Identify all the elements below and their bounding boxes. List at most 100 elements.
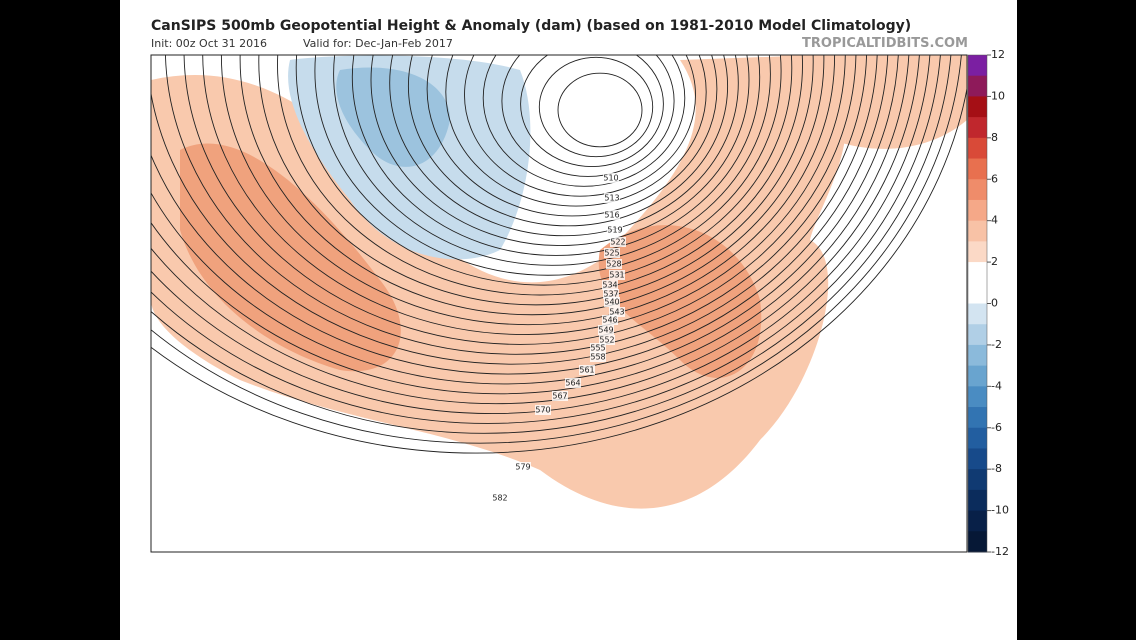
- contour-label: 549: [598, 326, 613, 335]
- contour-line: [314, 55, 782, 276]
- colorbar-tick-label: -2: [991, 338, 1002, 351]
- contour-label: 519: [607, 226, 622, 235]
- positive-anomaly: [780, 55, 967, 149]
- colorbar-segment: [968, 324, 987, 346]
- positive-anomaly-strong: [180, 143, 401, 372]
- colorbar-tick-label: -12: [991, 545, 1009, 558]
- contour-label-bg: [604, 210, 620, 220]
- contour-label-bg: [602, 315, 618, 325]
- contour-line: [351, 55, 761, 256]
- contour-line: [151, 55, 931, 414]
- colorbar-segment: [968, 531, 987, 553]
- colorbar-segment: [968, 220, 987, 242]
- valid-time: Valid for: Dec-Jan-Feb 2017: [303, 37, 453, 50]
- map-figure: CanSIPS 500mb Geopotential Height & Anom…: [150, 18, 1009, 558]
- contour-label-bg: [579, 365, 595, 375]
- contour-line: [151, 55, 952, 434]
- contour-label: 561: [579, 366, 594, 375]
- colorbar-tick-label: 8: [991, 131, 998, 144]
- contour-label: 513: [604, 194, 619, 203]
- contour-line: [151, 85, 967, 454]
- colorbar-segment: [968, 365, 987, 387]
- colorbar-tick-label: -4: [991, 379, 1002, 392]
- colorbar-segment: [968, 427, 987, 449]
- contour-label: 552: [599, 336, 614, 345]
- colorbar-segment: [968, 137, 987, 160]
- contour-line: [464, 55, 696, 197]
- contour-label: 555: [590, 344, 605, 353]
- positive-anomaly-strong: [598, 225, 762, 378]
- height-contours: [151, 55, 967, 454]
- colorbar-segment: [968, 55, 987, 77]
- contour-label: 537: [603, 290, 618, 299]
- contour-line: [389, 55, 739, 237]
- contour-line: [426, 55, 718, 217]
- colorbar-tick-label: -8: [991, 462, 1002, 475]
- colorbar-segment: [968, 282, 987, 304]
- colorbar-segment: [968, 199, 987, 222]
- contour-line: [333, 55, 771, 266]
- contour-label: 516: [604, 211, 619, 220]
- contour-line: [151, 55, 920, 405]
- contour-line: [151, 55, 889, 375]
- colorbar-segment: [968, 303, 987, 325]
- contour-label: 543: [609, 308, 624, 317]
- contour-label-bg: [535, 405, 551, 415]
- contour-line: [445, 55, 707, 207]
- contour-label-bg: [590, 352, 606, 362]
- contour-line: [221, 55, 835, 326]
- contour-label: 579: [515, 463, 530, 472]
- contour-line: [295, 55, 793, 286]
- contour-line: [183, 55, 857, 345]
- contour-line: [520, 55, 664, 167]
- colorbar-segment: [968, 344, 987, 367]
- init-time: Init: 00z Oct 31 2016: [151, 37, 267, 50]
- colorbar-tick-label: 2: [991, 255, 998, 268]
- contour-label: 510: [603, 174, 618, 183]
- contour-label: 570: [535, 406, 550, 415]
- contour-line: [202, 55, 846, 335]
- colorbar-segment: [968, 407, 987, 429]
- contour-label-bg: [609, 307, 625, 317]
- contour-label: 528: [606, 260, 621, 269]
- contour-line: [501, 55, 675, 177]
- colorbar-segment: [968, 469, 987, 491]
- contour-label: 525: [604, 249, 619, 258]
- contour-line: [239, 55, 825, 316]
- colorbar-tick-label: -10: [991, 504, 1009, 517]
- contour-line: [151, 55, 899, 385]
- contour-label-bg: [606, 259, 622, 269]
- contour-line: [277, 55, 803, 296]
- contour-line: [151, 55, 878, 365]
- contour-line: [151, 55, 941, 424]
- colorbar-segment: [968, 241, 987, 263]
- colorbar-segment: [968, 262, 987, 284]
- contour-label-bg: [602, 280, 618, 290]
- contour-label-bg: [604, 248, 620, 258]
- colorbar-tick-label: 4: [991, 214, 998, 227]
- contour-label-bg: [603, 289, 619, 299]
- screen: CanSIPS 500mb Geopotential Height & Anom…: [120, 0, 1017, 640]
- contour-label: 567: [552, 392, 567, 401]
- colorbar-tick-label: -6: [991, 421, 1002, 434]
- colorbar-tick-label: 6: [991, 172, 998, 185]
- contour-line: [557, 72, 643, 148]
- contour-line: [164, 55, 868, 355]
- map-frame: [150, 54, 968, 553]
- contour-label-bg: [604, 193, 620, 203]
- colorbar-tick-label: 0: [991, 297, 998, 310]
- contour-label: 531: [609, 271, 624, 280]
- contour-labels: 5105135165195225255285315345375405435465…: [492, 173, 626, 503]
- contour-line: [407, 55, 729, 227]
- contour-label-bg: [515, 462, 531, 472]
- colorbar-segment: [968, 510, 987, 532]
- contour-label-bg: [590, 343, 606, 353]
- colorbar-segment: [968, 489, 987, 512]
- contour-label: 582: [492, 494, 507, 503]
- contour-label-bg: [552, 391, 568, 401]
- contour-line: [482, 55, 686, 187]
- contour-label: 564: [565, 379, 580, 388]
- contour-label: 522: [610, 238, 625, 247]
- colorbar-segment: [968, 96, 987, 118]
